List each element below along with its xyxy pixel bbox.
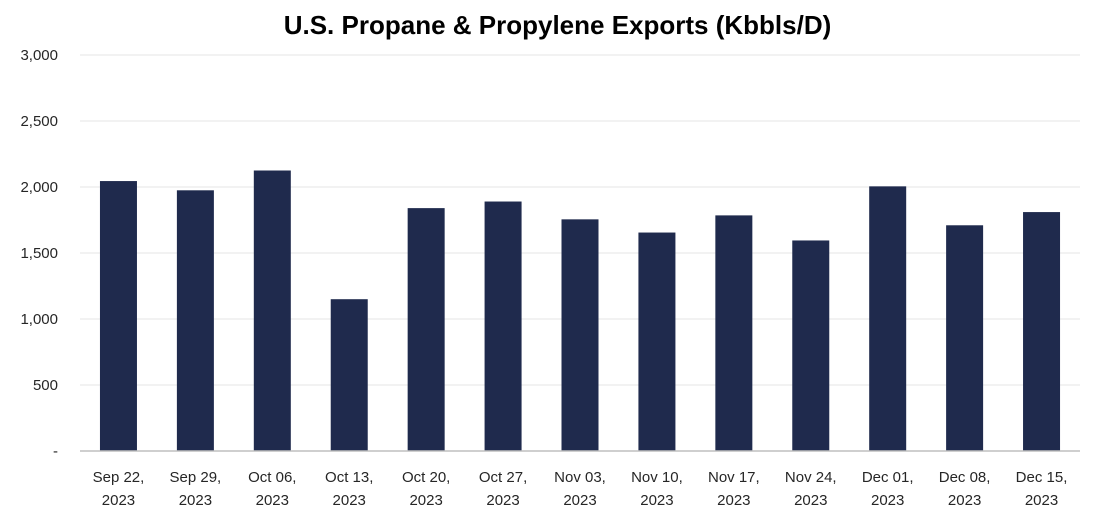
y-tick-label: - [53, 443, 58, 460]
x-tick-label: Oct 27, 2023 [479, 469, 527, 509]
x-tick-label: Sep 22, 2023 [93, 469, 145, 509]
y-tick-label: 3,000 [20, 47, 58, 64]
x-tick-label: Oct 06, 2023 [248, 469, 296, 509]
bar [638, 232, 676, 451]
x-tick-label: Sep 29, 2023 [170, 469, 222, 509]
bar [484, 201, 522, 451]
bar [99, 181, 137, 451]
bar [330, 299, 368, 451]
x-tick-label: Oct 20, 2023 [402, 469, 450, 509]
x-tick-label: Nov 17, 2023 [708, 469, 760, 509]
x-tick-label: Oct 13, 2023 [325, 469, 373, 509]
bar [176, 190, 214, 452]
x-tick-label: Dec 01, 2023 [862, 469, 914, 509]
bar [792, 240, 830, 451]
bar [253, 170, 291, 451]
x-tick-label: Nov 24, 2023 [785, 469, 837, 509]
bar [1023, 212, 1061, 451]
x-tick-label: Nov 10, 2023 [631, 469, 683, 509]
chart-title: U.S. Propane & Propylene Exports (Kbbls/… [283, 10, 832, 40]
y-tick-label: 500 [33, 377, 58, 394]
y-tick-label: 1,000 [20, 311, 58, 328]
bars [99, 170, 1061, 452]
y-tick-label: 2,000 [20, 179, 58, 196]
x-tick-label: Dec 15, 2023 [1016, 469, 1068, 509]
y-axis-ticks: - 500 1,000 1,500 2,000 2,500 3,000 [20, 47, 58, 460]
bar [869, 186, 907, 451]
bar [715, 215, 753, 451]
bar [946, 225, 984, 451]
x-axis-ticks: Sep 22, 2023 Sep 29, 2023 Oct 06, 2023 Oct 13,… [93, 469, 1068, 509]
x-tick-label: Dec 08, 2023 [939, 469, 991, 509]
bar [561, 219, 599, 451]
bar [407, 208, 445, 451]
x-tick-label: Nov 03, 2023 [554, 469, 606, 509]
y-tick-label: 1,500 [20, 245, 58, 262]
y-tick-label: 2,500 [20, 113, 58, 130]
